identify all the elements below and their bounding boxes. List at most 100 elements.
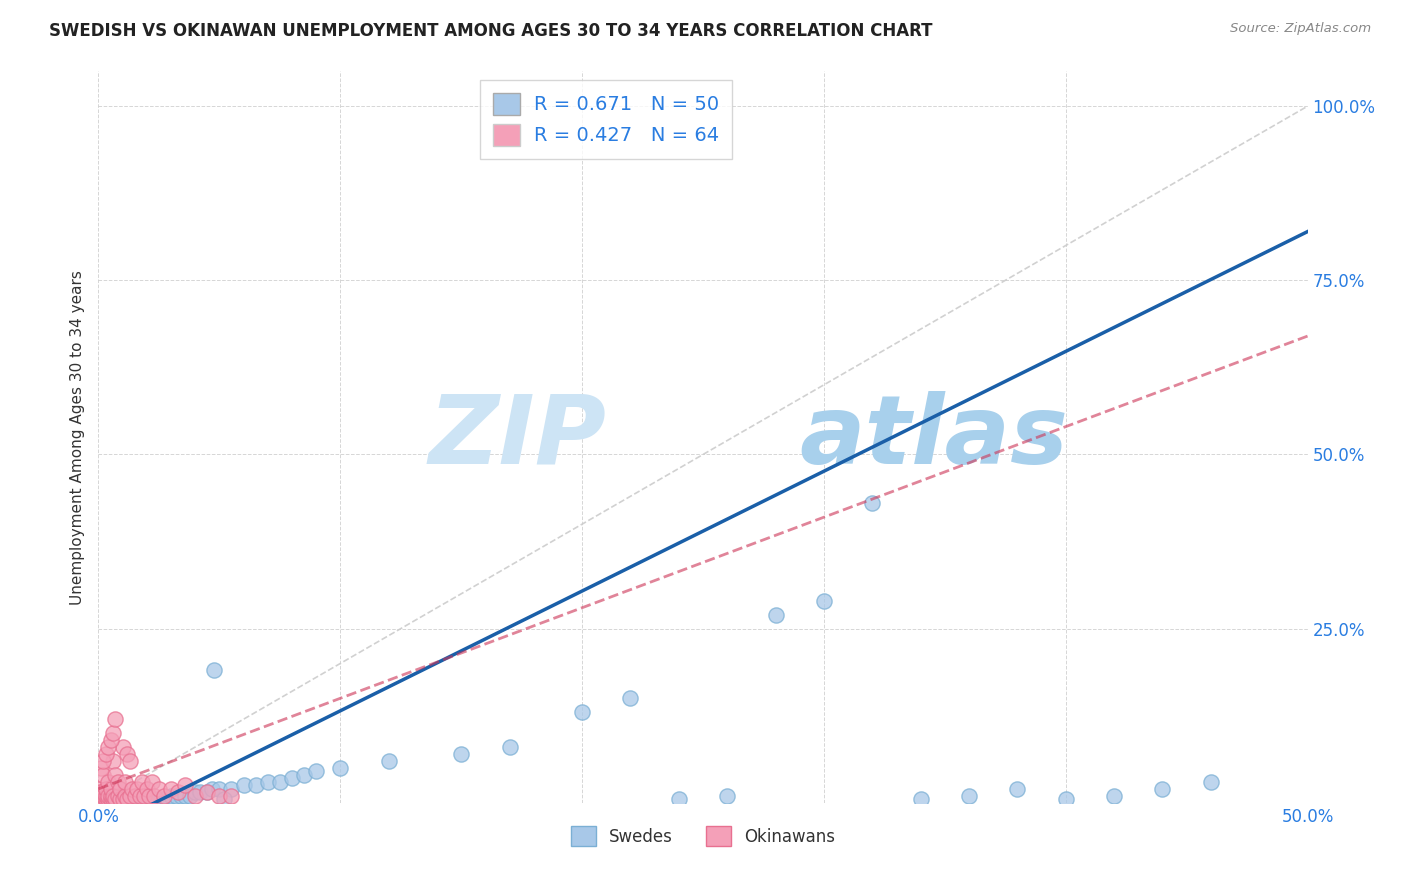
Point: [201, 781, 224, 796]
Point: [117, 796, 139, 810]
Point: [1199, 775, 1222, 789]
Point: [619, 691, 641, 706]
Point: [188, 785, 211, 799]
Point: [91, 796, 114, 810]
Point: [101, 754, 124, 768]
Point: [174, 789, 197, 803]
Point: [134, 789, 156, 803]
Point: [104, 768, 127, 782]
Point: [131, 775, 153, 789]
Point: [111, 796, 134, 810]
Point: [212, 792, 235, 806]
Point: [141, 792, 163, 806]
Point: [100, 792, 122, 806]
Point: [100, 796, 122, 810]
Point: [138, 789, 160, 803]
Point: [101, 789, 124, 803]
Point: [87, 792, 110, 806]
Point: [498, 740, 520, 755]
Point: [100, 789, 122, 803]
Point: [143, 789, 166, 803]
Point: [765, 607, 787, 622]
Point: [114, 796, 136, 810]
Point: [377, 754, 399, 768]
Point: [860, 496, 883, 510]
Point: [117, 792, 139, 806]
Point: [1152, 781, 1174, 796]
Point: [117, 747, 139, 761]
Point: [118, 789, 141, 803]
Point: [91, 789, 114, 803]
Point: [90, 796, 112, 810]
Point: [108, 792, 131, 806]
Point: [232, 778, 254, 792]
Text: SWEDISH VS OKINAWAN UNEMPLOYMENT AMONG AGES 30 TO 34 YEARS CORRELATION CHART: SWEDISH VS OKINAWAN UNEMPLOYMENT AMONG A…: [49, 22, 932, 40]
Point: [128, 796, 150, 810]
Point: [111, 740, 134, 755]
Point: [329, 761, 352, 775]
Point: [716, 789, 738, 803]
Point: [87, 789, 110, 803]
Text: atlas: atlas: [800, 391, 1069, 483]
Point: [94, 789, 117, 803]
Point: [118, 796, 141, 810]
Point: [910, 792, 932, 806]
Point: [450, 747, 472, 761]
Point: [1054, 792, 1077, 806]
Legend: Swedes, Okinawans: Swedes, Okinawans: [564, 820, 842, 853]
Point: [104, 792, 127, 806]
Point: [160, 781, 183, 796]
Point: [87, 785, 110, 799]
Point: [174, 778, 197, 792]
Point: [91, 796, 114, 810]
Point: [141, 775, 163, 789]
Point: [101, 792, 124, 806]
Point: [118, 754, 141, 768]
Point: [167, 785, 190, 799]
Point: [97, 775, 120, 789]
Point: [104, 796, 127, 810]
Point: [101, 726, 124, 740]
Point: [148, 781, 170, 796]
Point: [121, 781, 143, 796]
Point: [221, 789, 243, 803]
Point: [184, 785, 207, 799]
Point: [165, 789, 187, 803]
Point: [101, 796, 124, 810]
Point: [135, 792, 157, 806]
Point: [292, 768, 315, 782]
Point: [150, 792, 173, 806]
Point: [169, 789, 191, 803]
Point: [97, 740, 120, 755]
Point: [104, 712, 127, 726]
Point: [108, 796, 131, 810]
Point: [127, 781, 149, 796]
Point: [87, 796, 110, 810]
Y-axis label: Unemployment Among Ages 30 to 34 years: Unemployment Among Ages 30 to 34 years: [69, 269, 84, 605]
Point: [94, 796, 117, 810]
Point: [100, 781, 122, 796]
Point: [121, 796, 143, 810]
Text: ZIP: ZIP: [429, 391, 606, 483]
Point: [87, 781, 110, 796]
Point: [305, 764, 328, 779]
Point: [195, 785, 218, 799]
Point: [131, 796, 153, 810]
Point: [134, 796, 156, 810]
Point: [245, 778, 267, 792]
Point: [152, 789, 174, 803]
Point: [111, 792, 134, 806]
Point: [155, 792, 177, 806]
Point: [160, 789, 183, 803]
Point: [108, 781, 131, 796]
Point: [135, 781, 157, 796]
Point: [269, 775, 291, 789]
Point: [1102, 789, 1125, 803]
Point: [107, 775, 129, 789]
Point: [221, 781, 243, 796]
Point: [208, 781, 231, 796]
Point: [571, 705, 593, 719]
Point: [114, 775, 136, 789]
Point: [107, 789, 129, 803]
Point: [90, 785, 112, 799]
